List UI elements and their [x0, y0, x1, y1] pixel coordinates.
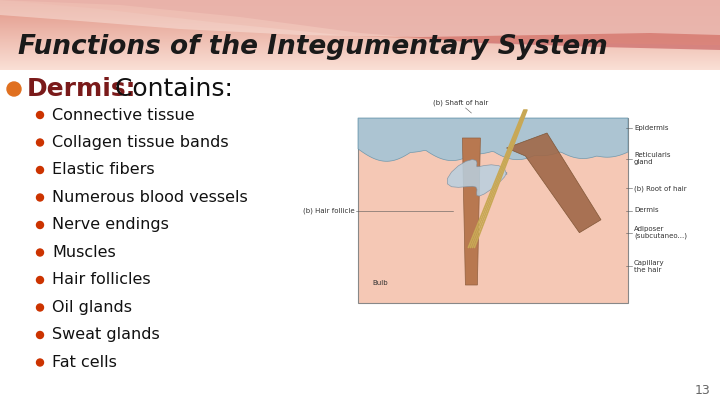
Text: Dermis: Dermis [634, 207, 659, 213]
Text: Reticularis
gland: Reticularis gland [634, 152, 670, 165]
Circle shape [37, 166, 43, 173]
Text: Connective tissue: Connective tissue [52, 107, 194, 122]
Text: Muscles: Muscles [52, 245, 116, 260]
Text: Oil glands: Oil glands [52, 300, 132, 315]
Text: Dermis:: Dermis: [27, 77, 137, 101]
Polygon shape [358, 118, 628, 161]
Text: Collagen tissue bands: Collagen tissue bands [52, 135, 229, 150]
Text: Nerve endings: Nerve endings [52, 217, 169, 232]
Polygon shape [0, 0, 720, 45]
Text: Numerous blood vessels: Numerous blood vessels [52, 190, 248, 205]
Circle shape [37, 359, 43, 366]
Polygon shape [462, 138, 480, 285]
Text: Epidermis: Epidermis [634, 125, 668, 131]
Text: Functions of the Integumentary System: Functions of the Integumentary System [18, 34, 608, 60]
Text: Sweat glands: Sweat glands [52, 328, 160, 343]
Text: Adiposer
(subcutaneo...): Adiposer (subcutaneo...) [634, 226, 687, 239]
Circle shape [37, 139, 43, 146]
Text: Bulb: Bulb [372, 280, 388, 286]
Circle shape [37, 277, 43, 283]
Text: Elastic fibers: Elastic fibers [52, 162, 155, 177]
Text: (b) Shaft of hair: (b) Shaft of hair [433, 100, 488, 106]
Circle shape [37, 222, 43, 228]
Text: Hair follicles: Hair follicles [52, 273, 150, 288]
Text: (b) Hair follicle: (b) Hair follicle [303, 207, 355, 214]
Bar [358, 118, 628, 303]
Polygon shape [447, 160, 507, 196]
Circle shape [37, 304, 43, 311]
Polygon shape [0, 0, 720, 37]
Circle shape [37, 249, 43, 256]
Circle shape [37, 332, 43, 339]
Text: 13: 13 [694, 384, 710, 397]
Circle shape [37, 111, 43, 119]
Text: Capillary
the hair: Capillary the hair [634, 260, 665, 273]
Text: (b) Root of hair: (b) Root of hair [634, 185, 687, 192]
Polygon shape [506, 133, 601, 233]
Polygon shape [0, 0, 720, 50]
Circle shape [7, 82, 21, 96]
Circle shape [37, 194, 43, 201]
Text: Fat cells: Fat cells [52, 355, 117, 370]
Text: Contains:: Contains: [107, 77, 233, 101]
